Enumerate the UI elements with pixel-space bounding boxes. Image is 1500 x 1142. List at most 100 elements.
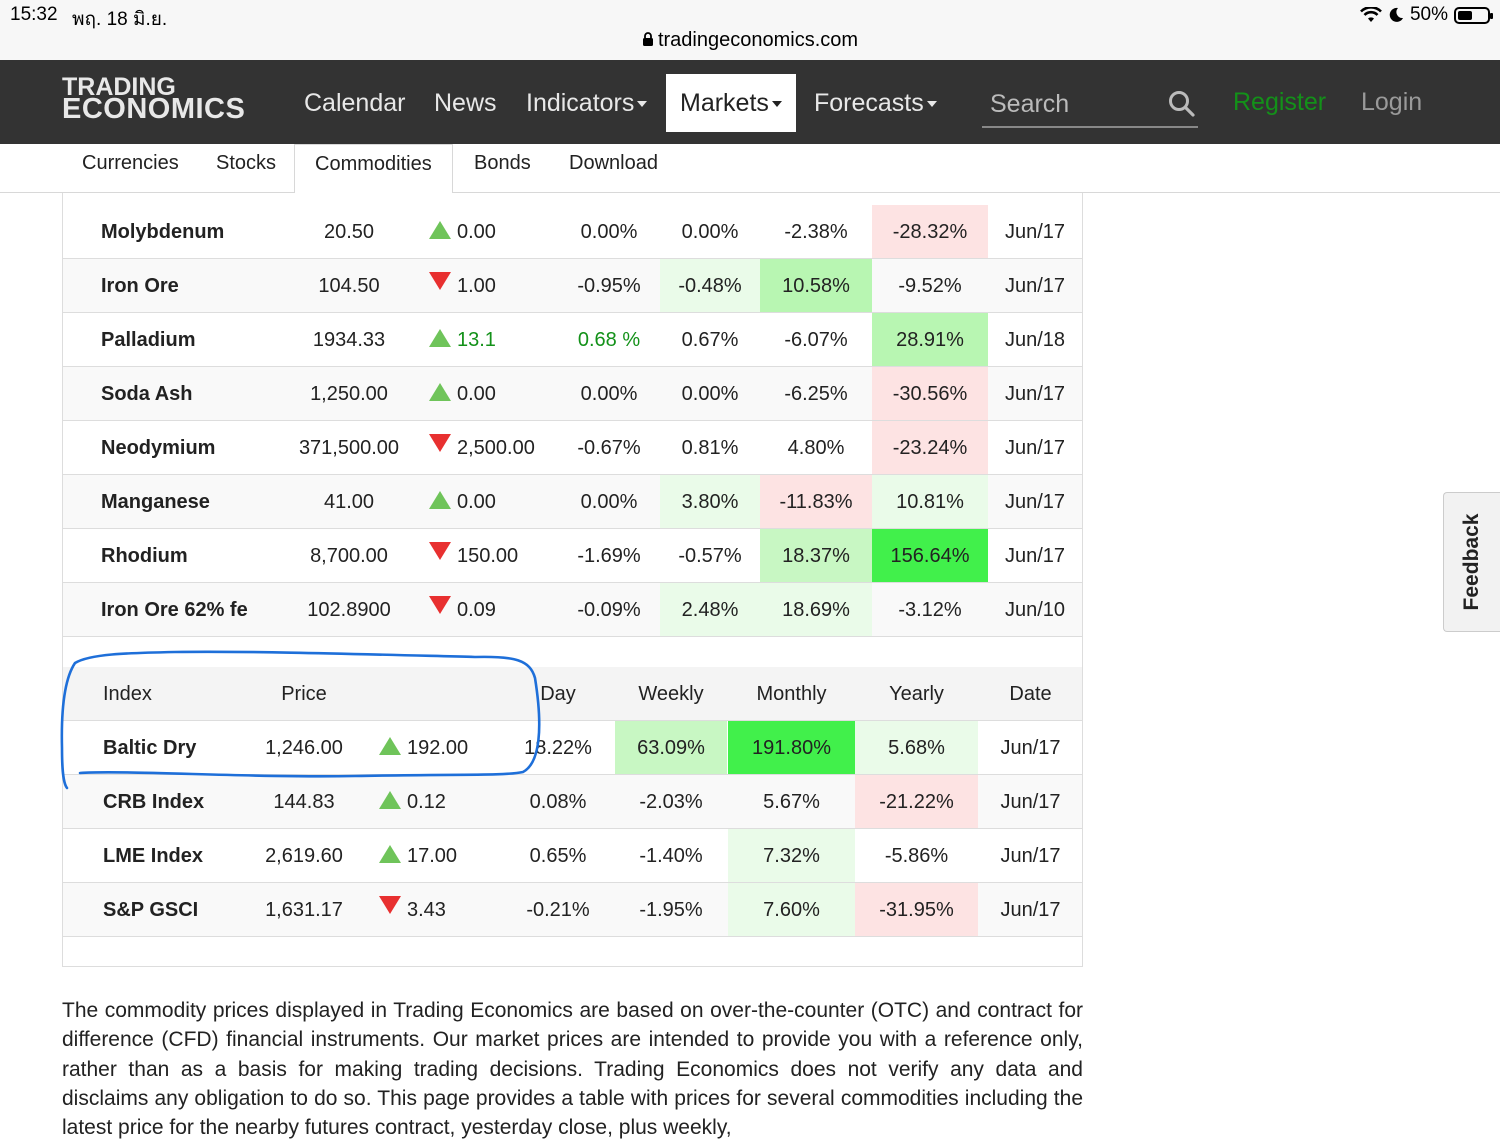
cell-weekly: -1.95% — [639, 899, 703, 921]
address-bar[interactable]: tradingeconomics.com — [0, 29, 1500, 52]
cell-name[interactable]: Soda Ash — [101, 383, 193, 405]
cell-yearly: -28.32% — [872, 205, 988, 258]
cell-price: 1,250.00 — [310, 383, 388, 405]
cell-name[interactable]: Neodymium — [101, 437, 216, 459]
subnav-bonds[interactable]: Bonds — [474, 152, 531, 174]
cell-name[interactable]: Baltic Dry — [103, 737, 197, 759]
url-text: tradingeconomics.com — [657, 29, 859, 51]
subnav-download[interactable]: Download — [569, 152, 658, 174]
cell-name[interactable]: CRB Index — [103, 791, 205, 813]
cell-monthly: 18.69% — [760, 583, 872, 636]
cell-name[interactable]: Rhodium — [101, 545, 188, 567]
search-input[interactable] — [982, 82, 1152, 126]
site-logo[interactable]: TRADING ECONOMICS — [62, 75, 245, 124]
arrow-up-icon — [379, 737, 401, 755]
table-row[interactable]: Neodymium 371,500.00 2,500.00 -0.67% 0.81% 4.… — [63, 421, 1082, 475]
status-indicators: 50% — [1360, 4, 1493, 26]
table-row[interactable]: S&P GSCI 1,631.17 3.43 -0.21% -1.95% 7.60% -31… — [63, 883, 1082, 937]
table-row[interactable]: Iron Ore 62% fe 102.8900 0.09 -0.09% 2.48% 18… — [63, 583, 1082, 637]
table-row[interactable]: Rhodium 8,700.00 150.00 -1.69% -0.57% 18.37% 1… — [63, 529, 1082, 583]
commodities-table: Molybdenum 20.50 0.00 0.00% 0.00% -2.38% -28.3… — [62, 193, 1083, 967]
header-day: Day — [540, 683, 576, 705]
table-row[interactable]: Soda Ash 1,250.00 0.00 0.00% 0.00% -6.25% -30.… — [63, 367, 1082, 421]
cell-yearly: 10.81% — [872, 475, 988, 528]
arrow-up-icon — [429, 221, 451, 239]
cell-monthly: -11.83% — [760, 475, 872, 528]
register-link[interactable]: Register — [1233, 88, 1327, 116]
cell-weekly: 0.00% — [681, 383, 739, 405]
nav-news[interactable]: News — [420, 74, 511, 132]
header-weekly: Weekly — [638, 683, 704, 705]
nav-markets[interactable]: Markets — [666, 74, 796, 132]
table-row[interactable]: CRB Index 144.83 0.12 0.08% -2.03% 5.67% -21.2… — [63, 775, 1082, 829]
cell-price: 2,619.60 — [265, 845, 343, 867]
cell-name[interactable]: Molybdenum — [101, 221, 225, 243]
cell-pct: 0.65% — [529, 845, 587, 867]
table-row[interactable]: Iron Ore 104.50 1.00 -0.95% -0.48% 10.58% -9.5… — [63, 259, 1082, 313]
cell-name[interactable]: Manganese — [101, 491, 210, 513]
cell-price: 1,631.17 — [265, 899, 343, 921]
battery-icon — [1454, 6, 1493, 24]
cell-pct: 0.00% — [580, 383, 638, 405]
subnav-currencies[interactable]: Currencies — [82, 152, 179, 174]
header-price: Price — [281, 683, 327, 705]
cell-change: 0.00 — [429, 205, 599, 258]
cell-name[interactable]: S&P GSCI — [103, 899, 199, 921]
cell-name[interactable]: Iron Ore 62% fe — [101, 599, 248, 621]
caret-down-icon — [771, 101, 782, 108]
table-row[interactable]: LME Index 2,619.60 17.00 0.65% -1.40% 7.32% -5… — [63, 829, 1082, 883]
table-row[interactable]: Molybdenum 20.50 0.00 0.00% 0.00% -2.38% -28.3… — [63, 205, 1082, 259]
cell-yearly: -5.86% — [884, 845, 949, 867]
table-row[interactable]: Baltic Dry 1,246.00 192.00 18.22% 63.09% 191.… — [63, 721, 1082, 775]
cell-name[interactable]: Palladium — [101, 329, 196, 351]
caret-down-icon — [637, 101, 648, 108]
cell-price: 1934.33 — [312, 329, 386, 351]
subnav-stocks[interactable]: Stocks — [216, 152, 277, 174]
cell-weekly: -0.48% — [660, 259, 760, 312]
cell-date: Jun/17 — [1000, 899, 1061, 921]
cell-weekly: 0.67% — [681, 329, 739, 351]
feedback-tab[interactable]: Feedback — [1443, 492, 1500, 632]
nav-indicators[interactable]: Indicators — [512, 74, 661, 132]
nav-markets-label: Markets — [680, 89, 769, 117]
login-link[interactable]: Login — [1361, 88, 1423, 116]
cell-change: 0.00 — [429, 367, 599, 420]
cell-yearly: -30.56% — [872, 367, 988, 420]
cell-yearly: -3.12% — [898, 599, 962, 621]
table-row[interactable]: Palladium 1934.33 13.1 0.68 % 0.67% -6.07% 28.… — [63, 313, 1082, 367]
cell-pct: -0.21% — [526, 899, 590, 921]
cell-monthly: 7.32% — [728, 829, 855, 882]
cell-monthly: -2.38% — [784, 221, 848, 243]
nav-calendar[interactable]: Calendar — [290, 74, 419, 132]
cell-weekly: -1.40% — [639, 845, 703, 867]
cell-price: 371,500.00 — [298, 437, 400, 459]
cell-price: 8,700.00 — [310, 545, 388, 567]
header-date: Date — [1009, 683, 1052, 705]
wifi-icon — [1360, 7, 1382, 22]
cell-change: 3.43 — [379, 883, 509, 936]
cell-date: Jun/17 — [1004, 545, 1066, 567]
cell-weekly: -2.03% — [639, 791, 703, 813]
cell-date: Jun/17 — [1004, 275, 1066, 297]
cell-pct: -0.09% — [577, 599, 641, 621]
subnav-commodities[interactable]: Commodities — [294, 144, 453, 194]
table-row[interactable]: Manganese 41.00 0.00 0.00% 3.80% -11.83% 10.81… — [63, 475, 1082, 529]
nav-forecasts[interactable]: Forecasts — [800, 74, 951, 132]
cell-weekly: -0.57% — [678, 545, 742, 567]
search-icon[interactable] — [1168, 90, 1196, 118]
cell-pct: 0.00% — [580, 221, 638, 243]
cell-pct: 18.22% — [524, 737, 592, 759]
arrow-up-icon — [429, 491, 451, 509]
cell-monthly: -6.07% — [784, 329, 848, 351]
cell-monthly: 191.80% — [728, 721, 855, 774]
cell-date: Jun/17 — [1000, 791, 1061, 813]
cell-price: 102.8900 — [307, 599, 391, 621]
arrow-up-icon — [429, 383, 451, 401]
cell-yearly: -9.52% — [898, 275, 962, 297]
header-yearly: Yearly — [889, 683, 944, 705]
cell-name[interactable]: Iron Ore — [101, 275, 179, 297]
arrow-up-icon — [379, 845, 401, 863]
cell-change: 17.00 — [379, 829, 509, 882]
cell-price: 104.50 — [318, 275, 380, 297]
cell-name[interactable]: LME Index — [103, 845, 204, 867]
